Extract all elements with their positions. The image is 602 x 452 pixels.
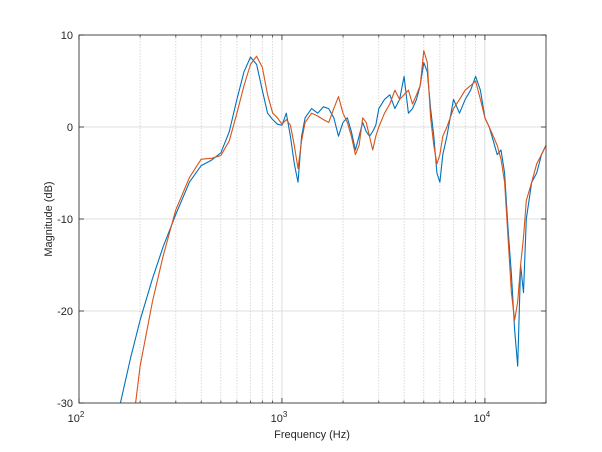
tick-marks [78, 34, 547, 404]
y-tick-label: -30 [57, 398, 73, 410]
series-line-1 [119, 56, 546, 403]
y-tick-label: 0 [67, 122, 73, 134]
x-axis-label: Frequency (Hz) [274, 429, 350, 441]
tick-labels: 102 103 104 10 0 -10 -20 -30 [57, 30, 491, 425]
series-line-2 [135, 50, 546, 403]
y-tick-label: -10 [57, 214, 73, 226]
series-layer [119, 50, 546, 403]
y-tick-label: -20 [57, 306, 73, 318]
y-tick-label: 10 [61, 30, 73, 42]
x-tick-label: 102 [68, 410, 85, 425]
x-tick-label: 104 [474, 410, 491, 425]
y-axis-label: Magnitude (dB) [43, 181, 55, 256]
x-tick-label: 103 [271, 410, 288, 425]
